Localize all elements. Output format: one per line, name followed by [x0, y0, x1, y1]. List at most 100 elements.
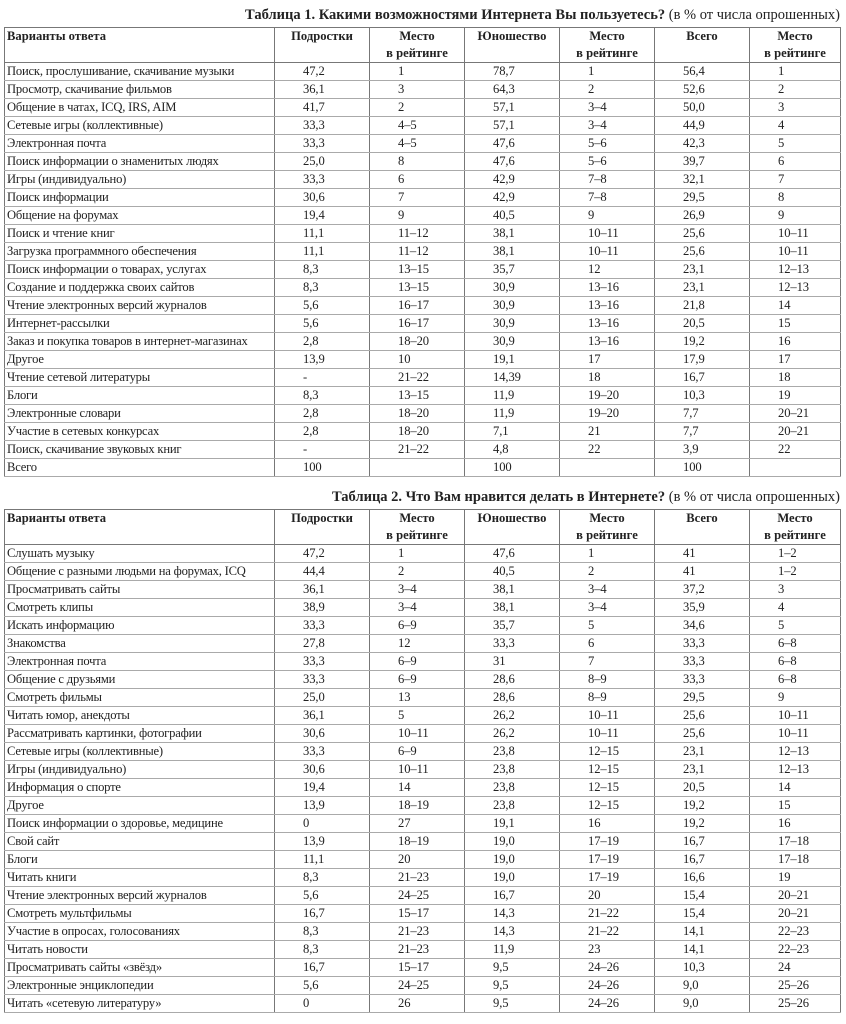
- header-cell: Варианты ответа: [4, 509, 275, 545]
- data-table: Варианты ответа Подростки Место в рейтинге Ю…: [4, 509, 841, 1013]
- cell: 38,1: [464, 242, 560, 261]
- cell: 40,5: [464, 206, 560, 225]
- cell: 11,9: [464, 386, 560, 405]
- table-row: Общение на форумах 19,4 9 40,5 9 26,9 9: [4, 206, 841, 225]
- cell: 22: [559, 440, 655, 459]
- cell: 20,5: [654, 314, 750, 333]
- cell: 11–12: [369, 224, 465, 243]
- cell: 20: [369, 850, 465, 869]
- cell: 21: [559, 422, 655, 441]
- cell: 100: [654, 458, 750, 477]
- row-label: Смотреть мультфильмы: [4, 904, 275, 923]
- cell: 41,7: [274, 98, 370, 117]
- cell: 9: [749, 688, 841, 707]
- cell: 36,1: [274, 580, 370, 599]
- row-label: Сетевые игры (коллективные): [4, 742, 275, 761]
- cell: 7,7: [654, 404, 750, 423]
- cell: 6: [749, 152, 841, 171]
- cell: 19,2: [654, 796, 750, 815]
- table-row: Информация о спорте 19,4 14 23,8 12–15 20,5 14: [4, 778, 841, 797]
- table-title: Таблица 1. Какими возможностями Интернет…: [4, 3, 840, 27]
- row-label: Искать информацию: [4, 616, 275, 635]
- cell: 64,3: [464, 80, 560, 99]
- cell: 2: [369, 562, 465, 581]
- cell: 4,8: [464, 440, 560, 459]
- cell: 14,1: [654, 922, 750, 941]
- cell: 37,2: [654, 580, 750, 599]
- row-label: Участие в сетевых конкурсах: [4, 422, 275, 441]
- cell: 22–23: [749, 940, 841, 959]
- cell: 11,9: [464, 404, 560, 423]
- cell: 33,3: [274, 616, 370, 635]
- row-label: Слушать музыку: [4, 544, 275, 563]
- cell: 8–9: [559, 670, 655, 689]
- cell: 12–13: [749, 742, 841, 761]
- cell: 5,6: [274, 976, 370, 995]
- cell: 30,6: [274, 760, 370, 779]
- cell: 33,3: [274, 170, 370, 189]
- table-block: Таблица 2. Что Вам нравится делать в Инт…: [4, 485, 841, 1013]
- cell: -: [274, 368, 370, 387]
- cell: 12: [369, 634, 465, 653]
- cell: 11–12: [369, 242, 465, 261]
- cell: 3–4: [559, 116, 655, 135]
- cell: 23,1: [654, 260, 750, 279]
- cell: 13–15: [369, 386, 465, 405]
- cell: 18–19: [369, 796, 465, 815]
- cell: 30,9: [464, 296, 560, 315]
- table-row: Рассматривать картинки, фотографии 30,6 10…: [4, 724, 841, 743]
- cell: 2: [559, 562, 655, 581]
- cell: [369, 458, 465, 477]
- table-row: Другое 13,9 18–19 23,8 12–15 19,2 15: [4, 796, 841, 815]
- cell: 24: [749, 958, 841, 977]
- header-cell: Место в рейтинге: [369, 509, 465, 545]
- table-title: Таблица 2. Что Вам нравится делать в Инт…: [4, 485, 840, 509]
- row-label: Просматривать сайты «звёзд»: [4, 958, 275, 977]
- cell: 33,3: [274, 670, 370, 689]
- table-row: Электронные энциклопедии 5,6 24–25 9,5 24–26…: [4, 976, 841, 995]
- table-row: Чтение электронных версий журналов 5,6 16–…: [4, 296, 841, 315]
- cell: 33,3: [274, 116, 370, 135]
- cell: 19,0: [464, 832, 560, 851]
- table-row: Смотреть фильмы 25,0 13 28,6 8–9 29,5 9: [4, 688, 841, 707]
- cell: 18–20: [369, 422, 465, 441]
- cell: 3–4: [369, 580, 465, 599]
- cell: 16–17: [369, 296, 465, 315]
- cell: 9,5: [464, 958, 560, 977]
- table-row: Чтение сетевой литературы -21–22 14,39 18 16…: [4, 368, 841, 387]
- cell: 27,8: [274, 634, 370, 653]
- cell: 42,9: [464, 188, 560, 207]
- cell: 5,6: [274, 314, 370, 333]
- cell: 5–6: [559, 134, 655, 153]
- cell: 15: [749, 796, 841, 815]
- cell: 23,1: [654, 278, 750, 297]
- table-row: Поиск, скачивание звуковых книг -21–22 4,8…: [4, 440, 841, 459]
- cell: 26,2: [464, 724, 560, 743]
- row-label: Поиск информации о знаменитых людях: [4, 152, 275, 171]
- cell: 38,1: [464, 598, 560, 617]
- table-row: Смотреть клипы 38,9 3–4 38,1 3–4 35,9 4: [4, 598, 841, 617]
- cell: 33,3: [274, 742, 370, 761]
- cell: 15,4: [654, 886, 750, 905]
- row-label: Сетевые игры (коллективные): [4, 116, 275, 135]
- table-row: Общение в чатах, ICQ, IRS, AIM 41,7 2 57,1 3…: [4, 98, 841, 117]
- cell: 27: [369, 814, 465, 833]
- table-row: Игры (индивидуально) 30,6 10–11 23,8 12–15 23…: [4, 760, 841, 779]
- cell: 18–20: [369, 332, 465, 351]
- cell: 3: [749, 98, 841, 117]
- row-label: Другое: [4, 350, 275, 369]
- row-label: Блоги: [4, 386, 275, 405]
- cell: 10–11: [559, 724, 655, 743]
- cell: 10–11: [559, 706, 655, 725]
- cell: 8–9: [559, 688, 655, 707]
- cell: 4–5: [369, 134, 465, 153]
- cell: 6–8: [749, 652, 841, 671]
- cell: 10–11: [559, 224, 655, 243]
- cell: 36,1: [274, 706, 370, 725]
- cell: 30,9: [464, 278, 560, 297]
- cell: 5,6: [274, 886, 370, 905]
- cell: 19,0: [464, 850, 560, 869]
- cell: 31: [464, 652, 560, 671]
- table-row: Просмотр, скачивание фильмов 36,1 3 64,3 2 52…: [4, 80, 841, 99]
- cell: 25–26: [749, 994, 841, 1013]
